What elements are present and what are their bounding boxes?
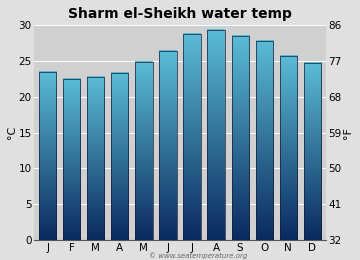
Y-axis label: °F: °F: [343, 127, 353, 139]
Text: © www.seatemperature.org: © www.seatemperature.org: [149, 252, 247, 259]
Bar: [39, 72, 56, 240]
Title: Sharm el-Sheikh water temp: Sharm el-Sheikh water temp: [68, 7, 292, 21]
Bar: [304, 63, 321, 240]
Bar: [280, 56, 297, 240]
Y-axis label: °C: °C: [7, 126, 17, 139]
Bar: [159, 51, 177, 240]
Bar: [183, 34, 201, 240]
Bar: [231, 36, 249, 240]
Bar: [256, 41, 273, 240]
Bar: [135, 62, 153, 240]
Bar: [63, 79, 80, 240]
Bar: [87, 77, 104, 240]
Bar: [111, 73, 129, 240]
Bar: [207, 30, 225, 240]
